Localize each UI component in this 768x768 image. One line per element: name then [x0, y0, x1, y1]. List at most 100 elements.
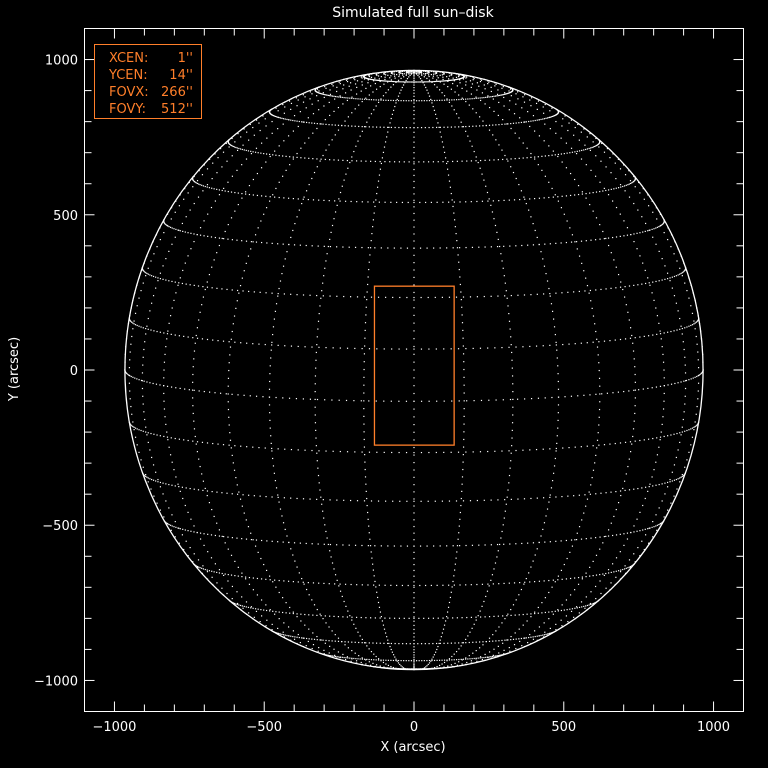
meridian-dot	[510, 452, 512, 454]
parallel-dot	[589, 575, 591, 577]
parallel-dot	[323, 245, 325, 247]
meridian-dot	[428, 79, 431, 81]
meridian-dot	[194, 342, 196, 344]
meridian-dot	[445, 615, 448, 618]
parallel-dot	[163, 332, 165, 334]
meridian-dot	[254, 234, 257, 236]
legend-box	[94, 44, 202, 119]
meridian-dot	[331, 562, 334, 564]
meridian-dot	[557, 412, 559, 414]
parallel-dot	[476, 296, 479, 298]
parallel-dot	[475, 125, 477, 127]
parallel-dot	[592, 602, 595, 605]
parallel-dot	[213, 571, 215, 573]
parallel-dot	[526, 157, 528, 159]
meridian-dot	[351, 96, 353, 98]
meridian-dot	[337, 129, 340, 131]
meridian-dot	[561, 604, 563, 606]
legend-value: 512''	[161, 102, 193, 117]
meridian-dot	[528, 209, 530, 211]
parallel-dot	[151, 478, 153, 481]
parallel-dot	[377, 659, 380, 661]
meridian-dot	[181, 534, 183, 536]
meridian-dot	[557, 404, 560, 406]
meridian-dot	[370, 650, 373, 653]
meridian-dot	[565, 615, 567, 617]
parallel-dot	[470, 616, 473, 618]
parallel-dot	[193, 180, 195, 182]
parallel-dot	[329, 654, 331, 657]
parallel-dot	[393, 247, 395, 249]
meridian-dot	[241, 164, 243, 166]
parallel-dot	[578, 606, 581, 608]
parallel-dot	[309, 398, 312, 400]
meridian-dot	[385, 663, 387, 665]
parallel-dot	[269, 196, 271, 198]
parallel-dot	[227, 573, 229, 576]
parallel-dot	[317, 91, 319, 94]
meridian-dot	[363, 376, 365, 378]
meridian-dot	[399, 71, 401, 73]
meridian-dot	[367, 79, 369, 81]
parallel-dot	[152, 275, 155, 278]
parallel-dot	[561, 578, 563, 580]
meridian-dot	[368, 94, 370, 96]
parallel-dot	[420, 400, 423, 402]
parallel-dot	[437, 161, 439, 163]
meridian-dot	[374, 82, 376, 85]
meridian-dot	[379, 86, 381, 88]
parallel-dot	[301, 637, 303, 639]
meridian-dot	[590, 169, 592, 171]
meridian-dot	[413, 71, 415, 73]
meridian-dot	[227, 408, 230, 411]
meridian-dot	[328, 652, 330, 654]
meridian-dot	[658, 250, 660, 252]
meridian-dot	[542, 106, 544, 108]
parallel-dot	[450, 126, 453, 128]
meridian-dot	[443, 151, 446, 153]
parallel-dot	[318, 92, 320, 94]
meridian-dot	[684, 387, 687, 390]
parallel-dot	[543, 634, 546, 636]
parallel-dot	[544, 243, 546, 245]
meridian-dot	[257, 227, 259, 229]
parallel-dot	[365, 126, 367, 128]
parallel-dot	[399, 81, 401, 83]
parallel-dot	[501, 346, 503, 349]
x-tick-label: −1000	[92, 720, 136, 735]
meridian-dot	[669, 478, 671, 481]
parallel-dot	[145, 431, 147, 433]
parallel-dot	[555, 496, 557, 498]
parallel-dot	[615, 187, 617, 189]
parallel-dot	[563, 609, 565, 611]
parallel-dot	[446, 99, 448, 101]
meridian-dot	[296, 616, 298, 618]
parallel-dot	[607, 572, 610, 574]
meridian-dot	[581, 191, 583, 193]
parallel-dot	[316, 294, 318, 297]
meridian-dot	[594, 585, 597, 588]
parallel-dot	[515, 346, 517, 348]
meridian-dot	[353, 77, 355, 80]
meridian-dot	[475, 112, 477, 114]
meridian-dot	[375, 586, 377, 588]
parallel-dot	[235, 603, 237, 605]
parallel-dot	[398, 348, 400, 350]
parallel-dot	[504, 123, 506, 125]
meridian-dot	[683, 348, 685, 351]
meridian-dot	[229, 439, 232, 441]
meridian-dot	[318, 646, 320, 649]
meridian-dot	[388, 126, 390, 128]
parallel-dot	[384, 161, 386, 163]
parallel-dot	[594, 239, 597, 241]
parallel-dot	[217, 340, 219, 342]
parallel-dot	[142, 430, 144, 432]
meridian-dot	[228, 416, 230, 418]
parallel-dot	[398, 126, 400, 129]
meridian-dot	[488, 81, 490, 83]
parallel-dot	[296, 120, 298, 122]
parallel-dot	[543, 293, 545, 295]
parallel-dot	[450, 451, 452, 453]
parallel-dot	[418, 617, 420, 619]
meridian-dot	[228, 369, 230, 372]
